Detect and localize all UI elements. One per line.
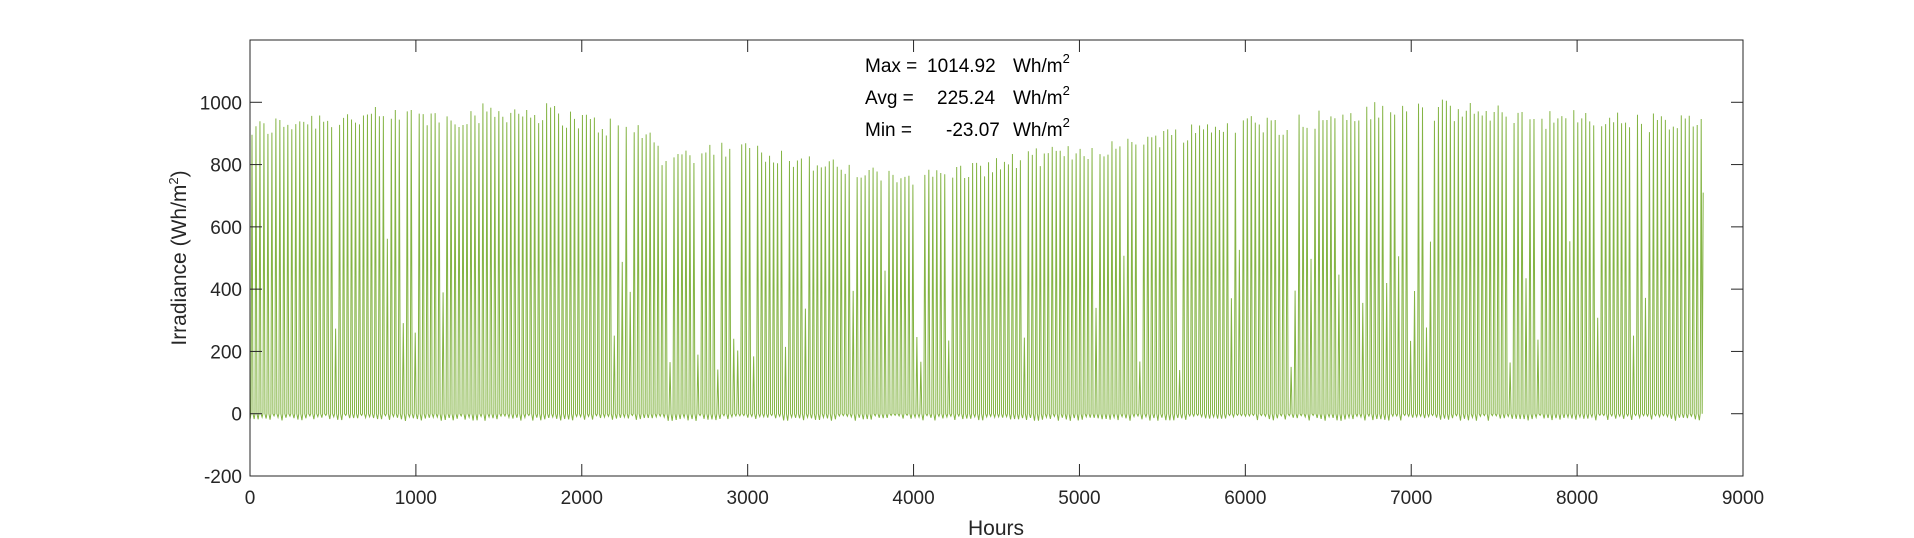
x-tick-label: 3000 [727, 488, 769, 509]
stats-annotation: Max = 1014.92 Wh/m2 Avg = 225.24 Wh/m2 Min =… [865, 51, 1070, 141]
y-axis-title-sup: 2 [166, 177, 181, 184]
y-axis-title-main: Irradiance (Wh/m [168, 185, 191, 346]
x-tick-label: 0 [245, 488, 256, 509]
y-tick-label: 200 [210, 342, 242, 363]
x-axis-title: Hours [968, 517, 1024, 538]
x-tick-label: 8000 [1556, 488, 1598, 509]
series-layer [249, 99, 1704, 421]
x-tick-label: 5000 [1058, 488, 1100, 509]
x-tick-label: 4000 [892, 488, 934, 509]
x-tick-label: 9000 [1722, 488, 1764, 509]
y-tick-label: -200 [204, 467, 242, 488]
stat-min: Min = -23.07 Wh/m2 [865, 115, 1070, 141]
x-tick-label: 7000 [1390, 488, 1432, 509]
y-tick-label: 400 [210, 280, 242, 301]
y-axis-title: Irradiance (Wh/m2) [166, 170, 191, 345]
plot-frame [249, 39, 1744, 477]
stat-max: Max = 1014.92 Wh/m2 [865, 51, 1070, 77]
y-tick-label: 800 [210, 156, 242, 177]
x-tick-label: 2000 [561, 488, 603, 509]
series-line [249, 99, 1704, 421]
y-axis-ticks: -200 0 200 400 600 800 1000 [200, 93, 1743, 488]
y-axis-title-close: ) [168, 170, 191, 177]
y-tick-label: 1000 [200, 93, 242, 114]
x-axis-ticks: 0 1000 2000 3000 4000 5000 6000 7000 8000 9000 [245, 40, 1764, 509]
y-tick-label: 600 [210, 218, 242, 239]
y-tick-label: 0 [231, 405, 242, 426]
x-tick-label: 6000 [1224, 488, 1266, 509]
x-tick-label: 1000 [395, 488, 437, 509]
stat-avg: Avg = 225.24 Wh/m2 [865, 83, 1070, 109]
